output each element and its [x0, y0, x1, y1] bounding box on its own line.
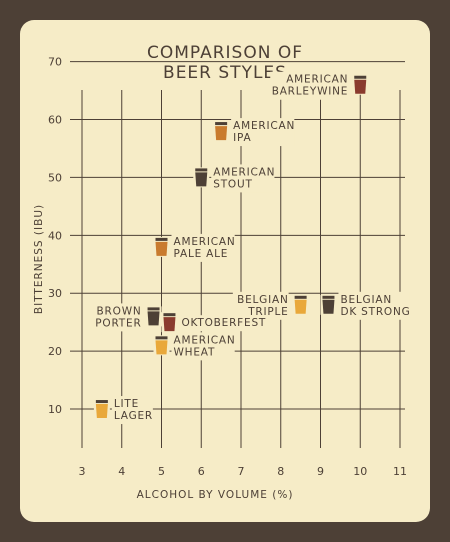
y-tick-label-50: 50: [48, 171, 62, 184]
y-tick-label-40: 40: [48, 229, 62, 242]
point-label: BELGIAN: [237, 294, 289, 306]
beer-glass-icon: [354, 79, 367, 94]
beer-glass-icon: [155, 241, 168, 256]
x-tick-label-10: 10: [353, 465, 367, 478]
y-axis-label: BITTERNESS (IBU): [33, 204, 45, 314]
point-label: PORTER: [95, 317, 141, 329]
beer-glass-icon: [95, 404, 108, 419]
x-tick-label-8: 8: [277, 465, 284, 478]
point-label: LITE: [114, 398, 139, 410]
beer-glass-icon: [163, 317, 176, 332]
y-tick-label-30: 30: [48, 287, 62, 300]
point-label: AMERICAN: [233, 120, 295, 132]
y-tick-label-60: 60: [48, 113, 62, 126]
point-label: OKTOBERFEST: [181, 317, 266, 329]
point-label: BELGIAN: [340, 294, 392, 306]
point-label: LAGER: [114, 410, 153, 422]
point-label: AMERICAN: [286, 74, 348, 86]
point-label: WHEAT: [174, 346, 216, 358]
point-label: AMERICAN: [174, 334, 236, 346]
x-tick-label-3: 3: [79, 465, 86, 478]
y-tick-label-10: 10: [48, 403, 62, 416]
chart-card: COMPARISON OF BEER STYLES 3 4 5 6 7 8 9 10 11 10 20 3…: [20, 20, 430, 522]
beer-glass-icon: [215, 126, 228, 141]
point-label: AMERICAN: [174, 236, 236, 248]
point-label: DK STRONG: [340, 306, 410, 318]
point-label: STOUT: [213, 178, 252, 190]
y-tick-label-70: 70: [48, 56, 62, 69]
chart-title-line-2: BEER STYLES: [163, 63, 287, 83]
point-label: IPA: [233, 132, 251, 144]
beer-glass-icon: [195, 172, 208, 187]
data-point-oktoberfest: OKTOBERFEST: [161, 312, 266, 333]
beer-glass-icon: [147, 311, 160, 326]
x-tick-label-9: 9: [317, 465, 324, 478]
x-tick-label-4: 4: [118, 465, 125, 478]
x-tick-label-7: 7: [238, 465, 245, 478]
point-label: AMERICAN: [213, 166, 275, 178]
beer-glass-icon: [294, 299, 307, 314]
point-label: BROWN: [97, 305, 142, 317]
x-tick-label-6: 6: [198, 465, 205, 478]
beer-glass-icon: [155, 340, 168, 355]
point-label: TRIPLE: [247, 306, 288, 318]
x-axis-label: ALCOHOL BY VOLUME (%): [137, 489, 294, 501]
chart-title-line-1: COMPARISON OF: [147, 43, 303, 63]
point-label: BARLEYWINE: [272, 86, 349, 98]
beer-glass-icon: [322, 299, 335, 314]
x-tick-label-5: 5: [158, 465, 165, 478]
point-label: PALE ALE: [174, 248, 229, 260]
y-tick-label-20: 20: [48, 345, 62, 358]
x-tick-label-11: 11: [393, 465, 407, 478]
